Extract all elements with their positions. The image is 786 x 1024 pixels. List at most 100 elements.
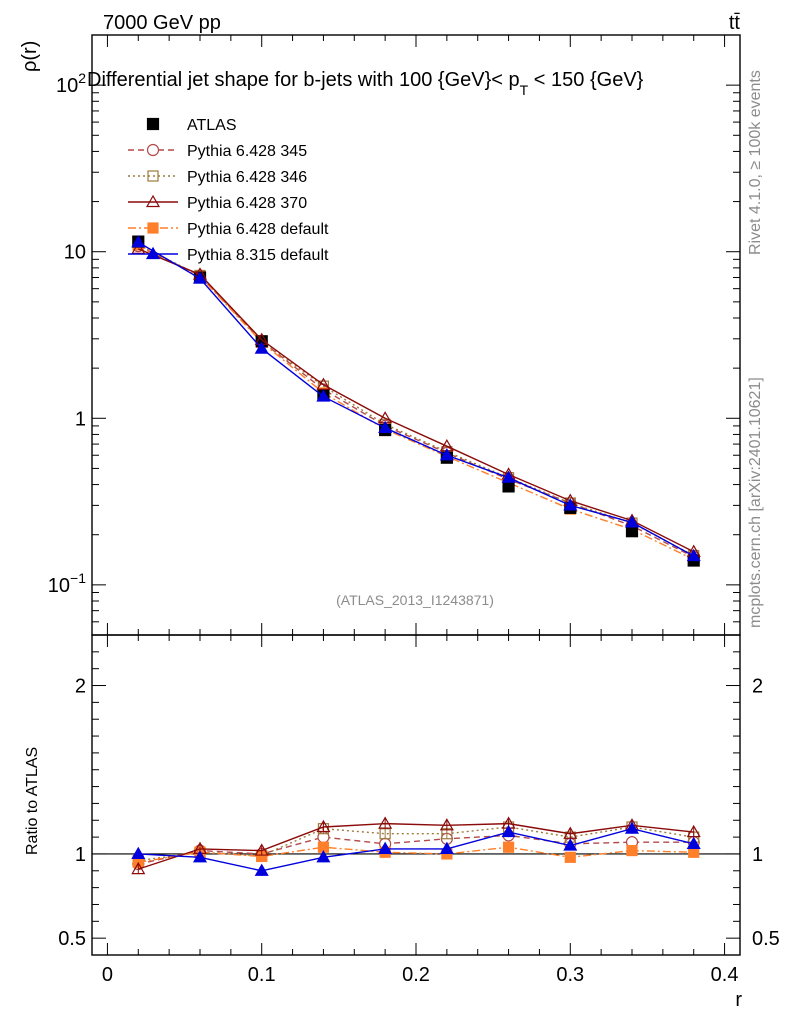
ratio-point-pythia8_default: [439, 841, 454, 854]
point-pythia8_default: [254, 341, 269, 354]
point-pythia8_default: [686, 548, 701, 562]
series-line-pythia6_370: [138, 248, 695, 553]
ratio-panel: 0 0.1 0.2 0.3 0.4 0.5 0.5 1 1 2 2: [58, 634, 780, 986]
point-pythia8_default: [501, 470, 516, 483]
ratio-point-pythia6_default: [502, 841, 515, 853]
x-tick-label: 0.4: [711, 964, 739, 986]
ratio-point-pythia8_default: [624, 821, 640, 834]
series-pythia6_default: [132, 239, 700, 566]
ratio-y-tick-label-right: 0.5: [752, 928, 780, 950]
energy-label: 7000 GeV pp: [103, 12, 221, 34]
ratio-point-pythia6_370: [439, 818, 454, 831]
legend-label-pythia6_346: Pythia 6.428 346: [187, 169, 307, 186]
legend-label-pythia6_345: Pythia 6.428 345: [187, 143, 307, 160]
x-tick-label: 0.1: [248, 964, 276, 986]
ratio-line-pythia8_default: [138, 827, 694, 872]
legend-entry-pythia8_default: Pythia 8.315 default: [128, 246, 329, 264]
main-y-tick-label: 102: [56, 70, 86, 97]
ratio-y-tick-label-right: 1: [752, 844, 763, 866]
legend-entry-pythia6_346: Pythia 6.428 346: [128, 169, 307, 186]
ratio-series-pythia8_default: [131, 821, 701, 876]
ratio-point-pythia8_default: [316, 850, 331, 863]
x-tick-label: 0.2: [402, 964, 430, 986]
chart-title-subscript: T: [520, 82, 529, 98]
ratio-y-tick-label: 1: [75, 844, 86, 866]
ratio-series-pythia6_default: [132, 841, 700, 868]
main-y-tick-label: 1: [75, 408, 86, 430]
ratio-ylabel: Ratio to ATLAS: [24, 747, 41, 855]
legend-label-pythia6_default: Pythia 6.428 default: [187, 221, 329, 238]
chart-title-main: Differential jet shape for b-jets with 1…: [87, 69, 520, 91]
ratio-point-pythia8_default: [563, 838, 578, 851]
ratio-point-pythia6_default: [626, 844, 638, 857]
ratio-point-pythia8_default: [131, 846, 146, 860]
ratio-series-pythia6_370: [131, 816, 701, 875]
mcplots-label: mcplots.cern.ch [arXiv:2401.10621]: [747, 377, 764, 628]
x-tick-label: 0.3: [556, 964, 584, 986]
series-line-pythia8_default: [137, 241, 695, 557]
legend: ATLAS Pythia 6.428 345 Pythia 6.428 346 Pyt…: [128, 117, 329, 264]
main-panel: 10−1 1 10 102: [48, 34, 741, 636]
legend-entry-atlas: ATLAS: [146, 117, 237, 134]
series-pythia8_default: [131, 235, 701, 562]
main-y-tick-label: 10: [64, 242, 86, 264]
legend-marker-pythia6_370: [145, 194, 161, 208]
chart-title-tail: < 150 {GeV}: [528, 69, 643, 91]
point-pythia8_default: [378, 420, 393, 434]
series-pythia6_346: [132, 239, 700, 562]
ratio-point-pythia6_370: [378, 816, 393, 829]
process-label: tt̄: [729, 12, 741, 34]
ratio-point-pythia8_default: [378, 841, 393, 854]
point-pythia8_default: [131, 235, 146, 248]
legend-entry-pythia6_345: Pythia 6.428 345: [128, 143, 307, 160]
ratio-point-pythia8_default: [686, 836, 701, 849]
chart-title: Differential jet shape for b-jets with 1…: [87, 69, 644, 98]
ratio-point-pythia6_default: [564, 851, 576, 863]
main-y-tick-label: 10−1: [48, 570, 86, 597]
series-pythia6_370: [131, 241, 701, 557]
rivet-label: Rivet 4.1.0, ≥ 100k events: [747, 70, 764, 255]
ratio-point-pythia6_346: [379, 828, 391, 840]
x-tick-label: 0: [102, 964, 113, 986]
ratio-line-pythia6_370: [138, 822, 694, 870]
point-pythia6_370: [316, 377, 331, 390]
ratio-line-pythia6_345: [138, 834, 694, 865]
series-line-pythia6_default: [137, 244, 695, 561]
legend-marker-pythia8_default: [145, 246, 161, 260]
main-ylabel: ρ(r): [19, 41, 41, 72]
point-pythia8_default: [316, 389, 331, 402]
ratio-line-pythia6_default: [138, 846, 694, 864]
ratio-y-tick-label: 0.5: [58, 928, 86, 950]
series-line-pythia6_346: [137, 244, 695, 557]
legend-marker-pythia6_345: [146, 143, 160, 157]
ratio-line-pythia6_346: [138, 826, 694, 862]
series-line-pythia6_345: [137, 245, 695, 558]
ratio-series-pythia6_346: [132, 821, 700, 867]
legend-label-atlas: ATLAS: [187, 117, 237, 134]
series-atlas: [132, 235, 700, 567]
ratio-y-tick-label-right: 2: [752, 676, 763, 698]
ratio-point-pythia8_default: [192, 850, 208, 863]
legend-marker-pythia6_346: [147, 170, 159, 182]
legend-label-pythia6_370: Pythia 6.428 370: [187, 195, 307, 212]
legend-entry-pythia6_370: Pythia 6.428 370: [128, 194, 307, 212]
ratio-point-pythia8_default: [501, 824, 516, 838]
ratio-point-pythia6_370: [316, 819, 331, 833]
ratio-point-pythia8_default: [254, 863, 269, 876]
ratio-point-pythia6_370: [686, 824, 701, 838]
analysis-id: (ATLAS_2013_I1243871): [336, 592, 494, 608]
point-pythia8_default: [624, 515, 640, 528]
ratio-point-pythia6_370: [131, 861, 146, 875]
ratio-frame: [91, 634, 741, 956]
legend-label-pythia8_default: Pythia 8.315 default: [187, 247, 329, 264]
legend-marker-atlas: [146, 117, 160, 131]
legend-marker-pythia6_default: [147, 222, 159, 234]
ratio-point-pythia6_370: [563, 826, 578, 839]
point-pythia8_default: [439, 448, 454, 461]
point-pythia8_default: [563, 498, 578, 511]
ratio-point-pythia6_370: [254, 843, 269, 856]
ratio-y-tick-label: 2: [75, 676, 86, 698]
point-pythia8_default: [192, 271, 208, 284]
legend-entry-pythia6_default: Pythia 6.428 default: [128, 221, 329, 238]
